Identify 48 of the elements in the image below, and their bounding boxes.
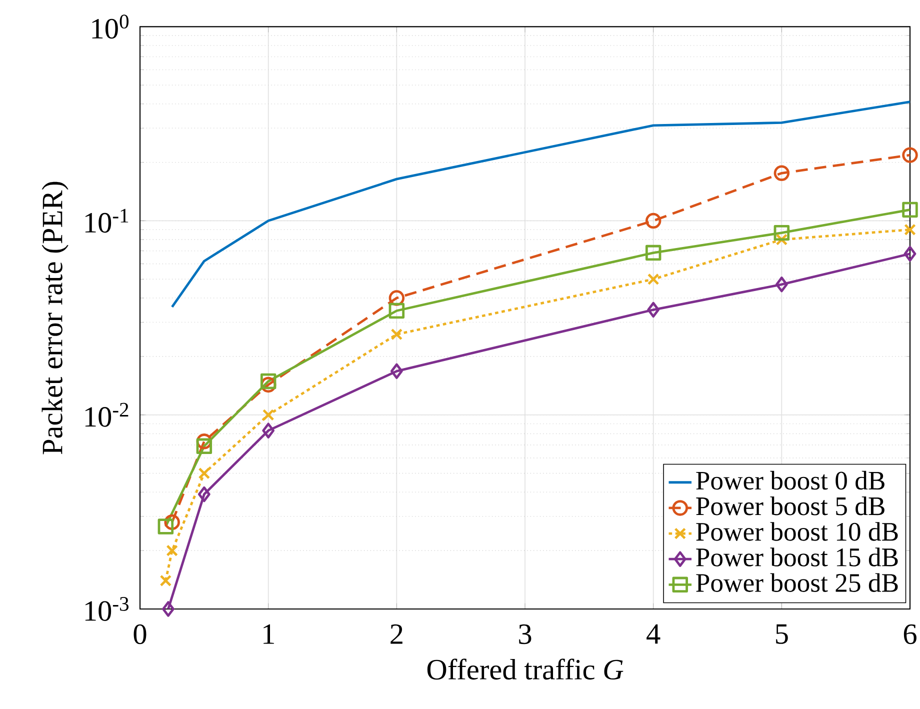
point — [775, 276, 788, 292]
point — [904, 246, 916, 262]
point — [647, 273, 660, 286]
point — [198, 486, 210, 502]
point — [166, 544, 178, 556]
point — [902, 202, 918, 218]
legend-label: Power boost 0 dB — [696, 470, 884, 490]
point — [262, 422, 275, 438]
point — [260, 373, 276, 390]
x-tick-label: 1 — [264, 624, 274, 644]
x-tick-label: 4 — [646, 624, 660, 644]
point — [774, 224, 790, 241]
legend-label: Power boost 10 dB — [696, 522, 898, 541]
point — [260, 376, 276, 393]
x-axis-title: Offered traffic G — [427, 658, 624, 680]
point — [160, 574, 172, 587]
point — [904, 224, 916, 236]
x-tick-label: 6 — [904, 624, 916, 644]
legend-label: Power boost 15 dB — [696, 548, 898, 566]
point — [776, 234, 788, 246]
point — [162, 601, 174, 617]
x-tick-label: 5 — [776, 624, 788, 644]
point — [902, 147, 918, 163]
point — [774, 165, 790, 181]
y-axis-title: Packet error rate (PER) — [42, 182, 68, 454]
y-tick-label: 10$^{0}$ — [92, 14, 129, 39]
point — [198, 467, 210, 480]
point — [647, 302, 660, 318]
y-tick-label: 10$^{-1}$ — [85, 208, 128, 233]
point — [645, 212, 662, 229]
point — [390, 328, 403, 340]
y-tick-label: 10$^{-3}$ — [85, 597, 129, 621]
x-tick-label: 3 — [519, 624, 532, 644]
legend-label: Power boost 5 dB — [696, 496, 884, 516]
point — [196, 438, 212, 454]
point — [196, 434, 212, 450]
legend-label: Power boost 25 dB — [696, 573, 898, 592]
line-series — [170, 100, 910, 308]
point — [388, 290, 405, 306]
point — [390, 363, 403, 380]
point — [388, 302, 405, 319]
point — [158, 518, 174, 534]
x-tick-label: 0 — [134, 624, 146, 644]
point — [164, 514, 180, 530]
y-tick-label: 10$^{-2}$ — [85, 402, 128, 427]
x-tick-label: 2 — [390, 624, 402, 644]
point — [262, 408, 274, 421]
point — [645, 244, 662, 261]
